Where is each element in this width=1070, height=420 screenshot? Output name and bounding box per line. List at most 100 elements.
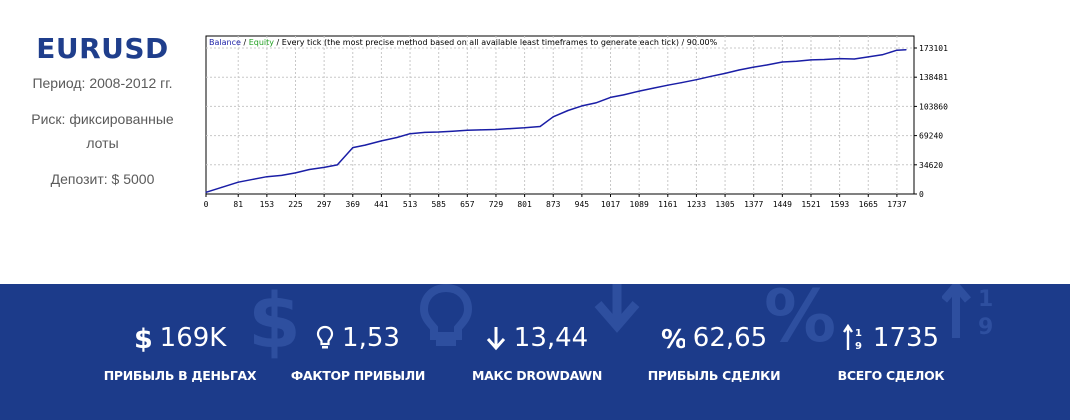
- x-tick-label: 1593: [830, 200, 849, 209]
- y-tick-label: 138481: [919, 73, 948, 82]
- series-point: [424, 131, 426, 134]
- series-point: [294, 172, 297, 174]
- series-point: [839, 58, 841, 60]
- x-tick-label: 1161: [658, 200, 677, 209]
- x-tick-label: 873: [546, 200, 561, 209]
- x-tick-label: 1521: [801, 200, 820, 209]
- y-tick-label: 0: [919, 190, 924, 199]
- series-point: [323, 166, 325, 169]
- series-point: [495, 128, 497, 131]
- x-tick-label: 585: [431, 200, 446, 209]
- series-point: [409, 133, 411, 135]
- stat-value: 1735: [872, 323, 940, 353]
- series-point: [896, 49, 898, 51]
- stat-max-drawdown: 13,44 МАКС DROWDAWN: [442, 320, 632, 383]
- series-point: [710, 75, 712, 77]
- series-point: [237, 181, 239, 183]
- y-tick-label: 34620: [919, 161, 943, 170]
- x-tick-label: 1665: [859, 200, 878, 209]
- x-tick-label: 1089: [630, 200, 649, 209]
- dollar-icon: $: [134, 323, 152, 353]
- series-point: [810, 59, 812, 61]
- stat-label: ПРИБЫЛЬ В ДЕНЬГАХ: [103, 368, 257, 383]
- series-point: [364, 144, 366, 146]
- series-point: [524, 127, 526, 129]
- series-point: [667, 84, 669, 86]
- x-tick-label: 1737: [887, 200, 906, 209]
- series-point: [452, 130, 454, 132]
- series-point: [853, 58, 855, 60]
- stat-value: 13,44: [513, 323, 589, 353]
- strategy-info: EURUSD Период: 2008-2012 гг. Риск: фикси…: [20, 32, 185, 191]
- x-tick-label: 1017: [601, 200, 620, 209]
- series-line-balance: [205, 49, 907, 194]
- stat-label: ФАКТОР ПРИБЫЛИ: [290, 368, 426, 383]
- series-point: [753, 66, 755, 68]
- series-point: [823, 58, 826, 61]
- series-point: [336, 164, 338, 166]
- y-tick-label: 69240: [919, 132, 943, 141]
- series-point: [638, 90, 640, 92]
- series-point: [881, 54, 883, 56]
- series-point: [781, 61, 783, 63]
- x-tick-label: 441: [374, 200, 389, 209]
- stat-value: 62,65: [692, 323, 768, 353]
- series-point: [466, 129, 468, 131]
- series-point: [352, 147, 354, 149]
- deposit-text: Депозит: $ 5000: [50, 171, 155, 187]
- series-point: [396, 136, 398, 139]
- risk-text: Риск: фиксированные лоты: [31, 111, 174, 151]
- series-point: [652, 87, 655, 89]
- legend-balance: Balance: [209, 38, 241, 47]
- x-tick-label: 225: [288, 200, 303, 209]
- symbol-title: EURUSD: [36, 32, 169, 65]
- series-point: [867, 56, 869, 58]
- series-point: [595, 102, 597, 104]
- arrow-down-icon-bg: [592, 284, 642, 344]
- series-point: [253, 178, 255, 180]
- x-tick-label: 369: [346, 200, 361, 209]
- y-tick-label: 103860: [919, 102, 948, 111]
- balance-chart-svg: 0 81 153 225 297 369 441 513 585 657 729 801 873 945 1…: [204, 35, 948, 209]
- stat-profit-money: $ 169K ПРИБЫЛЬ В ДЕНЬГАХ: [85, 320, 275, 383]
- series-point: [905, 49, 907, 51]
- legend-equity: Equity: [249, 38, 275, 47]
- stat-label: ПРИБЫЛЬ СДЕЛКИ: [647, 368, 781, 383]
- x-tick-label: 1233: [687, 200, 706, 209]
- period-text: Период: 2008-2012 гг.: [32, 75, 173, 91]
- lightbulb-icon-bg: [418, 284, 474, 352]
- stat-profit-factor: 1,53 ФАКТОР ПРИБЫЛИ: [263, 320, 453, 383]
- series-point: [609, 96, 612, 99]
- x-tick-label: 297: [317, 200, 332, 209]
- x-tick-label: 153: [260, 200, 275, 209]
- series-point: [539, 125, 541, 128]
- percent-icon: %: [661, 324, 685, 352]
- series-point: [623, 94, 625, 96]
- x-tick-label: 1377: [744, 200, 763, 209]
- svg-text:1: 1: [855, 328, 862, 339]
- x-tick-label: 513: [403, 200, 418, 209]
- series-point: [308, 168, 311, 171]
- dollar-icon-bg: $: [248, 284, 301, 365]
- series-point: [380, 140, 383, 142]
- series-point: [280, 174, 283, 177]
- x-tick-label: 1305: [715, 200, 734, 209]
- stat-value: 169K: [159, 323, 227, 353]
- stat-label: МАКС DROWDAWN: [471, 368, 603, 383]
- lightbulb-icon: [316, 325, 334, 351]
- series-point: [695, 79, 698, 81]
- series-point: [766, 64, 768, 66]
- legend-method: / Every tick (the most precise method ba…: [274, 38, 718, 47]
- stat-profit-trades: % 62,65 ПРИБЫЛЬ СДЕЛКИ: [619, 320, 809, 383]
- balance-chart: 0 81 153 225 297 369 441 513 585 657 729 801 873 945 1…: [204, 34, 964, 216]
- percent-icon-bg: %: [764, 284, 837, 358]
- x-tick-label: 945: [575, 200, 590, 209]
- x-tick-label: 657: [460, 200, 475, 209]
- series-point: [567, 109, 569, 112]
- series-point: [509, 128, 511, 130]
- series-point: [266, 176, 268, 178]
- x-tick-label: 0: [204, 200, 209, 209]
